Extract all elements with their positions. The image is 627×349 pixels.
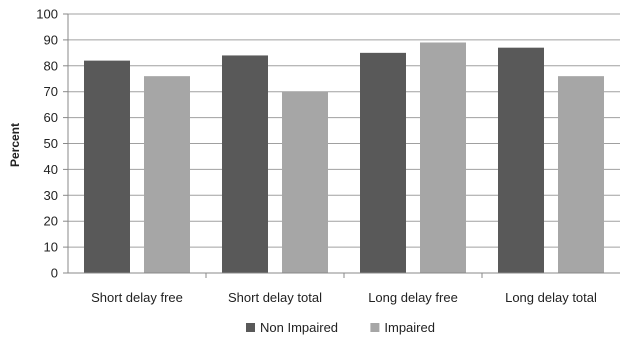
bar-non-impaired — [360, 52, 406, 273]
y-tick-label: 30 — [44, 188, 58, 203]
y-tick-label: 20 — [44, 214, 58, 229]
x-axis: Short delay free Short delay total Long de… — [68, 272, 620, 305]
y-tick-label: 90 — [44, 32, 58, 47]
y-tick-label: 50 — [44, 136, 58, 151]
legend-swatch — [370, 323, 380, 332]
y-tick-label: 40 — [44, 162, 58, 177]
legend-label: Non Impaired — [260, 320, 338, 335]
x-tick-label: Long delay free — [368, 290, 458, 305]
legend: Non Impaired Impaired — [246, 320, 435, 335]
bar-non-impaired — [498, 47, 544, 273]
bar-impaired — [144, 76, 190, 273]
y-tick-label: 100 — [36, 7, 58, 22]
x-tick-label: Long delay total — [505, 290, 597, 305]
bar-impaired — [282, 91, 328, 273]
y-tick-label: 0 — [51, 266, 58, 281]
legend-label: Impaired — [384, 320, 435, 335]
bars — [84, 42, 604, 274]
x-tick-label: Short delay total — [228, 290, 322, 305]
legend-swatch — [246, 323, 255, 332]
y-tick-label: 10 — [44, 240, 58, 255]
x-tick-label: Short delay free — [91, 290, 183, 305]
bar-impaired — [558, 76, 604, 273]
y-tick-label: 60 — [44, 110, 58, 125]
y-tick-label: 80 — [44, 58, 58, 73]
y-axis: 0 10 20 30 40 50 60 70 80 90 100 — [36, 7, 69, 281]
y-tick-label: 70 — [44, 84, 58, 99]
bar-impaired — [420, 42, 466, 273]
y-axis-label: Percent — [8, 123, 22, 167]
bar-non-impaired — [222, 55, 268, 273]
bar-non-impaired — [84, 60, 130, 274]
